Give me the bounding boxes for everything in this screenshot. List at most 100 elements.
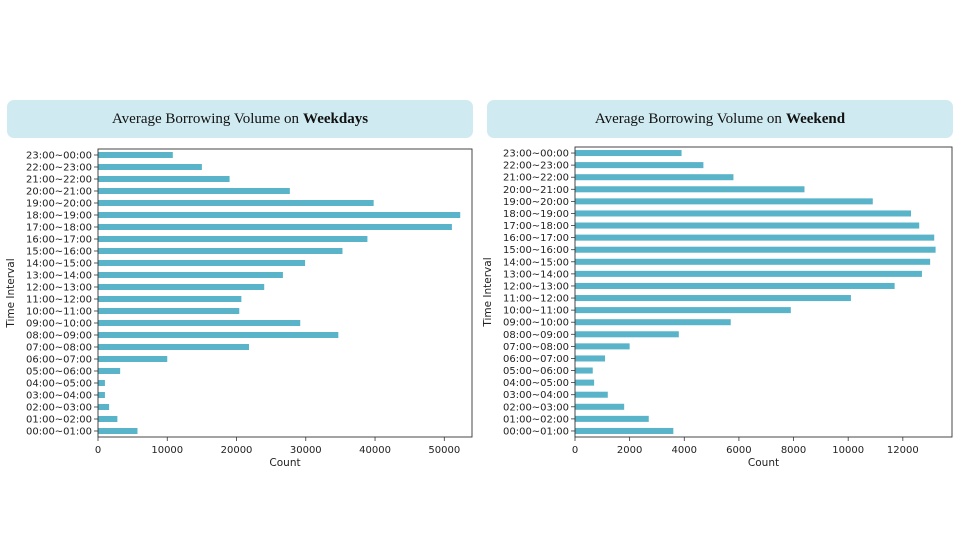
weekday-ytick-label-18: 18:00~19:00: [26, 211, 92, 222]
weekday-ytick-label-4: 04:00~05:00: [26, 379, 92, 390]
weekend-bar-13: [575, 270, 922, 277]
weekend-ytick-label-1: 01:00~02:00: [503, 414, 569, 425]
weekday-xtick-label-3: 30000: [290, 445, 322, 456]
weekend-bar-12: [575, 282, 895, 289]
weekday-bar-21: [98, 176, 230, 182]
weekday-title-prefix: Average Borrowing Volume on: [111, 110, 300, 127]
weekend-xtick-label-5: 10000: [832, 445, 864, 456]
weekend-xtick-label-2: 4000: [672, 445, 697, 456]
weekday-ytick-label-19: 19:00~20:00: [26, 199, 92, 210]
weekday-ytick-label-1: 01:00~02:00: [26, 415, 92, 426]
weekday-ytick-label-3: 03:00~04:00: [26, 391, 92, 402]
weekday-ytick-label-16: 16:00~17:00: [26, 235, 92, 246]
weekend-bar-2: [575, 403, 625, 410]
weekday-ytick-label-21: 21:00~22:00: [26, 175, 92, 186]
weekday-bar-15: [98, 248, 343, 254]
weekend-ytick-label-8: 08:00~09:00: [503, 330, 569, 341]
weekend-ytick-label-7: 07:00~08:00: [503, 342, 569, 353]
weekend-y-axis-label: Time Interval: [482, 257, 494, 327]
weekend-ytick-label-15: 15:00~16:00: [503, 245, 569, 256]
weekday-ytick-label-12: 12:00~13:00: [26, 283, 92, 294]
weekend-ytick-label-12: 12:00~13:00: [503, 281, 569, 292]
weekday-bar-23: [98, 152, 173, 158]
weekday-ytick-label-15: 15:00~16:00: [26, 247, 92, 258]
weekday-bar-20: [98, 188, 290, 194]
weekday-bar-5: [98, 368, 121, 374]
weekend-bar-0: [575, 427, 674, 434]
weekday-title-bold: Weekdays: [303, 110, 369, 127]
weekday-ytick-label-11: 11:00~12:00: [26, 295, 92, 306]
weekday-bar-3: [98, 392, 105, 398]
weekday-xtick-label-1: 10000: [151, 445, 183, 456]
weekday-chart-panel: Average Borrowing Volume on Weekdays: [7, 100, 473, 138]
weekend-ytick-label-21: 21:00~22:00: [503, 173, 569, 184]
weekday-ytick-label-6: 06:00~07:00: [26, 355, 92, 366]
weekday-bar-8: [98, 332, 339, 338]
weekend-ytick-label-13: 13:00~14:00: [503, 269, 569, 280]
weekday-bar-16: [98, 236, 368, 242]
weekday-y-axis-label: Time Interval: [5, 258, 17, 328]
weekend-ytick-label-11: 11:00~12:00: [503, 294, 569, 305]
weekend-bar-10: [575, 307, 791, 314]
weekend-bar-5: [575, 367, 593, 374]
weekend-ytick-label-17: 17:00~18:00: [503, 221, 569, 232]
weekday-ytick-label-2: 02:00~03:00: [26, 403, 92, 414]
weekday-bar-9: [98, 320, 301, 326]
weekend-bar-3: [575, 391, 608, 398]
weekend-bar-11: [575, 295, 851, 302]
weekend-bar-17: [575, 222, 920, 229]
weekend-xtick-label-0: 0: [572, 445, 578, 456]
weekday-bar-14: [98, 260, 306, 266]
weekday-ytick-label-0: 00:00~01:00: [26, 427, 92, 438]
weekday-ytick-label-10: 10:00~11:00: [26, 307, 92, 318]
weekday-ytick-label-20: 20:00~21:00: [26, 187, 92, 198]
weekend-chart-panel: Average Borrowing Volume on Weekend: [487, 100, 953, 138]
weekend-ytick-label-6: 06:00~07:00: [503, 354, 569, 365]
weekday-bar-4: [98, 380, 105, 386]
weekday-bar-7: [98, 344, 249, 350]
weekend-bar-6: [575, 355, 606, 362]
weekend-bar-4: [575, 379, 595, 386]
weekend-bar-23: [575, 150, 682, 157]
weekend-ytick-label-14: 14:00~15:00: [503, 257, 569, 268]
weekend-ytick-label-0: 00:00~01:00: [503, 426, 569, 437]
weekday-chart-title: Average Borrowing Volume on Weekdays: [7, 100, 473, 138]
weekend-bar-14: [575, 258, 931, 265]
weekday-bar-10: [98, 308, 240, 314]
weekend-ytick-label-19: 19:00~20:00: [503, 197, 569, 208]
weekday-axes-frame: [97, 148, 473, 438]
weekday-bar-13: [98, 272, 283, 278]
weekend-bar-20: [575, 186, 805, 193]
weekend-ytick-label-20: 20:00~21:00: [503, 185, 569, 196]
weekend-ytick-label-3: 03:00~04:00: [503, 390, 569, 401]
weekday-ytick-label-9: 09:00~10:00: [26, 319, 92, 330]
weekday-ytick-label-22: 22:00~23:00: [26, 163, 92, 174]
weekend-bar-18: [575, 210, 912, 217]
weekend-xtick-label-4: 8000: [781, 445, 806, 456]
weekday-bar-19: [98, 200, 374, 206]
weekday-ytick-label-5: 05:00~06:00: [26, 367, 92, 378]
weekend-ytick-label-18: 18:00~19:00: [503, 209, 569, 220]
weekend-bar-16: [575, 234, 935, 241]
weekday-xtick-label-0: 0: [95, 445, 101, 456]
weekday-ytick-label-8: 08:00~09:00: [26, 331, 92, 342]
weekend-xtick-label-1: 2000: [617, 445, 642, 456]
weekend-title-prefix: Average Borrowing Volume on: [594, 110, 782, 127]
weekend-bar-1: [575, 415, 649, 422]
weekend-ytick-label-22: 22:00~23:00: [503, 161, 569, 172]
weekend-ytick-label-4: 04:00~05:00: [503, 378, 569, 389]
weekday-ytick-label-17: 17:00~18:00: [26, 223, 92, 234]
weekday-x-axis-label: Count: [269, 457, 300, 469]
weekend-ytick-label-16: 16:00~17:00: [503, 233, 569, 244]
weekday-bar-6: [98, 356, 168, 362]
weekend-bar-9: [575, 319, 731, 326]
weekend-bar-21: [575, 174, 734, 181]
weekend-x-axis-label: Count: [748, 457, 779, 469]
weekday-xtick-label-4: 40000: [359, 445, 391, 456]
weekend-ytick-label-23: 23:00~00:00: [503, 149, 569, 160]
weekday-bar-12: [98, 284, 265, 290]
weekday-xtick-label-5: 50000: [428, 445, 460, 456]
weekend-ytick-label-10: 10:00~11:00: [503, 306, 569, 317]
weekend-bar-7: [575, 343, 630, 350]
